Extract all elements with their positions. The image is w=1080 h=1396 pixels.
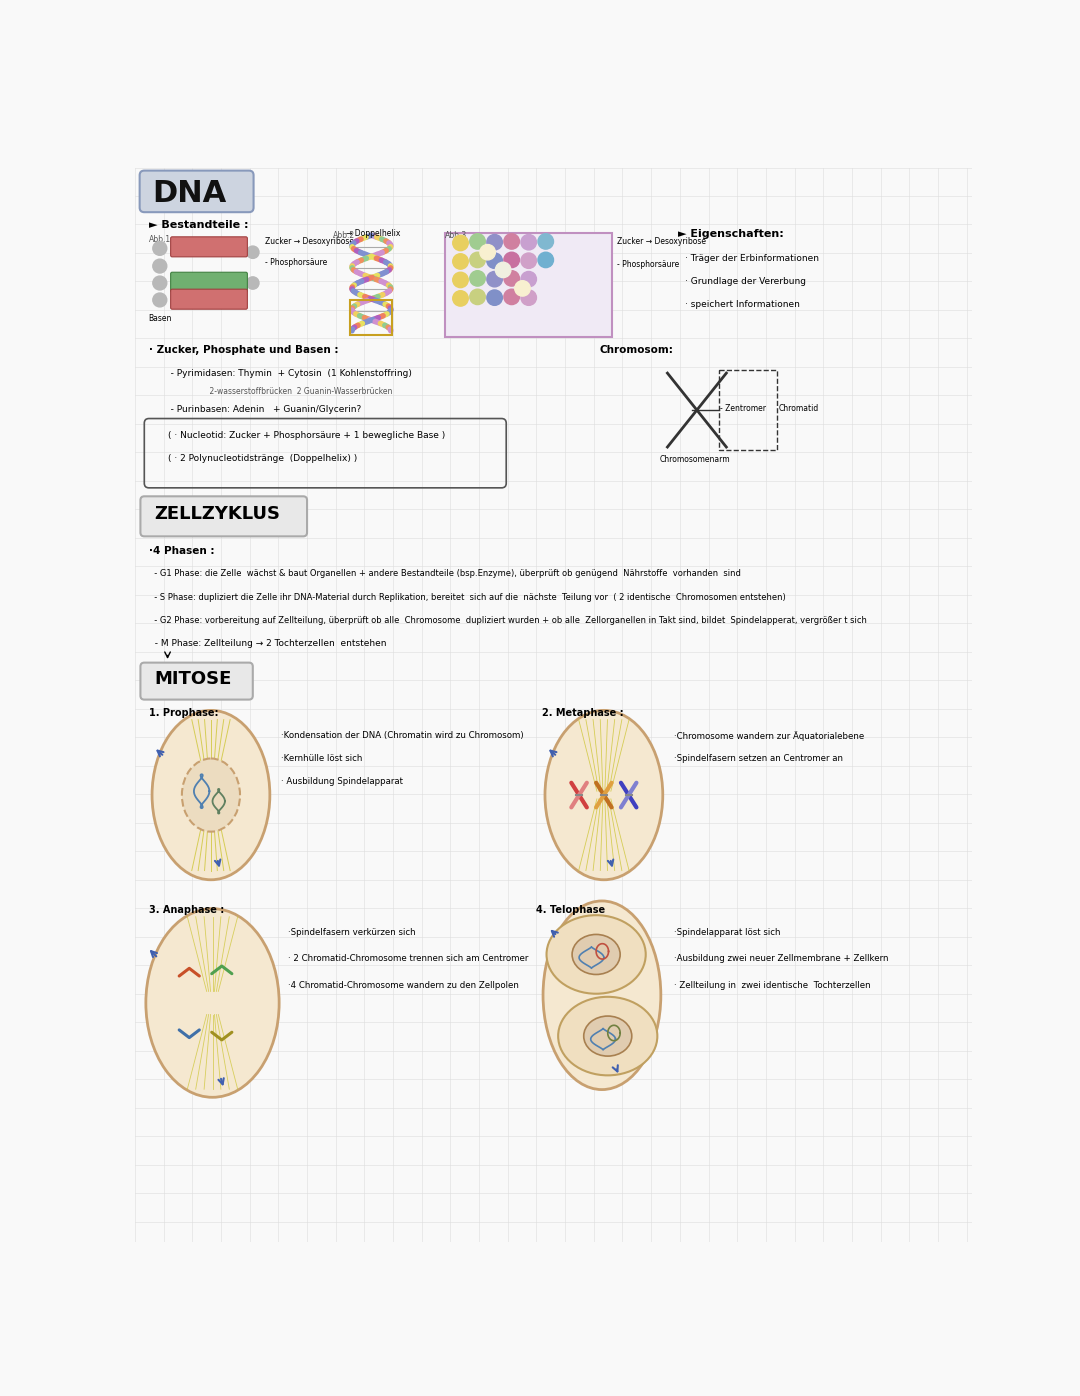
Text: · Zucker, Phosphate und Basen :: · Zucker, Phosphate und Basen : (149, 345, 338, 355)
Text: ·Spindelfasern verkürzen sich: ·Spindelfasern verkürzen sich (288, 928, 416, 937)
Text: 4. Telophase: 4. Telophase (537, 905, 606, 916)
Circle shape (504, 233, 519, 248)
Text: ·Chromosome wandern zur Äquatorialebene: ·Chromosome wandern zur Äquatorialebene (674, 732, 864, 741)
Text: MITOSE: MITOSE (154, 670, 232, 688)
Text: Zucker → Desoxyribose: Zucker → Desoxyribose (617, 237, 706, 246)
Ellipse shape (146, 909, 279, 1097)
Circle shape (453, 290, 469, 306)
Ellipse shape (543, 900, 661, 1090)
Text: · Ausbildung Spindelapparat: · Ausbildung Spindelapparat (281, 778, 403, 786)
Text: · Träger der Erbinformationen: · Träger der Erbinformationen (685, 254, 820, 262)
Text: - Phosphorsäure: - Phosphorsäure (617, 260, 679, 269)
Text: ·4 Phasen :: ·4 Phasen : (149, 546, 215, 557)
Circle shape (453, 272, 469, 288)
Text: Adenin > Thymin: Adenin > Thymin (175, 292, 243, 299)
FancyBboxPatch shape (171, 272, 247, 292)
Ellipse shape (181, 758, 240, 832)
FancyBboxPatch shape (140, 663, 253, 699)
Bar (350, 300, 392, 335)
Circle shape (153, 242, 166, 255)
Text: 1. Prophase:: 1. Prophase: (149, 708, 218, 718)
Bar (718, 370, 777, 450)
Text: Chromosom:: Chromosom: (600, 345, 674, 355)
Circle shape (521, 253, 537, 268)
Text: ( · 2 Polynucleotidstränge  (Doppelhelix) ): ( · 2 Polynucleotidstränge (Doppelhelix)… (167, 454, 356, 463)
FancyBboxPatch shape (171, 289, 247, 309)
Circle shape (487, 253, 502, 268)
Text: Abb.2: Abb.2 (333, 230, 354, 240)
Circle shape (487, 235, 502, 250)
Bar (445, 233, 611, 336)
Circle shape (487, 271, 502, 286)
Ellipse shape (545, 711, 663, 879)
Ellipse shape (546, 916, 646, 994)
Text: Chromatid: Chromatid (779, 403, 819, 413)
Circle shape (470, 233, 485, 248)
Circle shape (487, 290, 502, 306)
Ellipse shape (558, 997, 658, 1075)
Circle shape (496, 262, 511, 278)
Text: ·Spindelapparat löst sich: ·Spindelapparat löst sich (674, 928, 780, 937)
FancyBboxPatch shape (171, 237, 247, 257)
Text: Zucker → Desoxyribose: Zucker → Desoxyribose (266, 237, 354, 246)
Circle shape (504, 289, 519, 304)
FancyBboxPatch shape (140, 497, 307, 536)
Text: Abb.3: Abb.3 (445, 230, 468, 240)
Ellipse shape (583, 1016, 632, 1057)
Ellipse shape (152, 711, 270, 879)
Circle shape (153, 293, 166, 307)
Text: - M Phase: Zellteilung → 2 Tochterzellen  entstehen: - M Phase: Zellteilung → 2 Tochterzellen… (149, 639, 387, 648)
Circle shape (515, 281, 530, 296)
Text: Abb.1: Abb.1 (149, 236, 171, 244)
Text: Adenin > Thymin: Adenin > Thymin (175, 240, 243, 246)
Text: · Grundlage der Vererbung: · Grundlage der Vererbung (685, 276, 807, 286)
Text: 2-wasserstoffbrücken  2 Guanin-Wasserbrücken: 2-wasserstoffbrücken 2 Guanin-Wasserbrüc… (162, 387, 392, 396)
Circle shape (246, 276, 259, 289)
Text: 2. Metaphase :: 2. Metaphase : (542, 708, 623, 718)
Text: ZELLZYKLUS: ZELLZYKLUS (154, 505, 281, 522)
Text: - Pyrimidasen: Thymin  + Cytosin  (1 Kohlenstoffring): - Pyrimidasen: Thymin + Cytosin (1 Kohle… (162, 370, 411, 378)
Text: · speichert Informationen: · speichert Informationen (685, 300, 800, 309)
Circle shape (470, 289, 485, 304)
Text: ·Spindelfasern setzen an Centromer an: ·Spindelfasern setzen an Centromer an (674, 754, 842, 764)
Text: ·4 Chromatid-Chromosome wandern zu den Zellpolen: ·4 Chromatid-Chromosome wandern zu den Z… (288, 980, 519, 990)
Circle shape (521, 271, 537, 286)
Circle shape (538, 233, 554, 248)
Circle shape (470, 253, 485, 268)
Circle shape (246, 246, 259, 258)
Text: 3. Anaphase :: 3. Anaphase : (149, 905, 225, 916)
Text: · Zellteilung in  zwei identische  Tochterzellen: · Zellteilung in zwei identische Tochter… (674, 980, 870, 990)
Circle shape (453, 236, 469, 251)
Circle shape (153, 276, 166, 290)
Text: ·Kernhülle löst sich: ·Kernhülle löst sich (281, 754, 362, 764)
Circle shape (504, 271, 519, 286)
Text: DNA: DNA (152, 179, 227, 208)
Ellipse shape (572, 934, 620, 974)
Circle shape (453, 254, 469, 269)
Text: ·Kondensation der DNA (Chromatin wird zu Chromosom): ·Kondensation der DNA (Chromatin wird zu… (281, 732, 524, 740)
Text: Chromosomenarm: Chromosomenarm (660, 455, 730, 463)
Text: → Doppelhelix: → Doppelhelix (346, 229, 401, 239)
Circle shape (504, 253, 519, 268)
Text: ( · Nucleotid: Zucker + Phosphorsäure + 1 bewegliche Base ): ( · Nucleotid: Zucker + Phosphorsäure + … (167, 431, 445, 440)
Text: ► Bestandteile :: ► Bestandteile : (149, 221, 248, 230)
Circle shape (480, 244, 496, 260)
Text: ·Ausbildung zwei neuer Zellmembrane + Zellkern: ·Ausbildung zwei neuer Zellmembrane + Ze… (674, 955, 888, 963)
Circle shape (521, 290, 537, 306)
Text: - S Phase: dupliziert die Zelle ihr DNA-Material durch Replikation, bereitet  si: - S Phase: dupliziert die Zelle ihr DNA-… (149, 592, 786, 602)
Text: ► Eigenschaften:: ► Eigenschaften: (677, 229, 783, 239)
Text: - G2 Phase: vorbereitung auf Zellteilung, überprüft ob alle  Chromosome  duplizi: - G2 Phase: vorbereitung auf Zellteilung… (149, 616, 867, 624)
Text: · 2 Chromatid-Chromosome trennen sich am Centromer: · 2 Chromatid-Chromosome trennen sich am… (288, 955, 529, 963)
Text: - Phosphorsäure: - Phosphorsäure (266, 258, 327, 268)
Circle shape (521, 235, 537, 250)
Text: - G1 Phase: die Zelle  wächst & baut Organellen + andere Bestandteile (bsp.Enzym: - G1 Phase: die Zelle wächst & baut Orga… (149, 570, 741, 578)
Text: - Purinbasen: Adenin   + Guanin/Glycerin?: - Purinbasen: Adenin + Guanin/Glycerin? (162, 405, 362, 413)
Text: - Zentromer: - Zentromer (720, 403, 766, 413)
Text: Basen: Basen (148, 314, 172, 322)
Circle shape (538, 253, 554, 268)
Circle shape (153, 260, 166, 274)
Circle shape (470, 271, 485, 286)
FancyBboxPatch shape (139, 170, 254, 212)
Text: Cytosin > Guanin: Cytosin > Guanin (175, 275, 243, 282)
